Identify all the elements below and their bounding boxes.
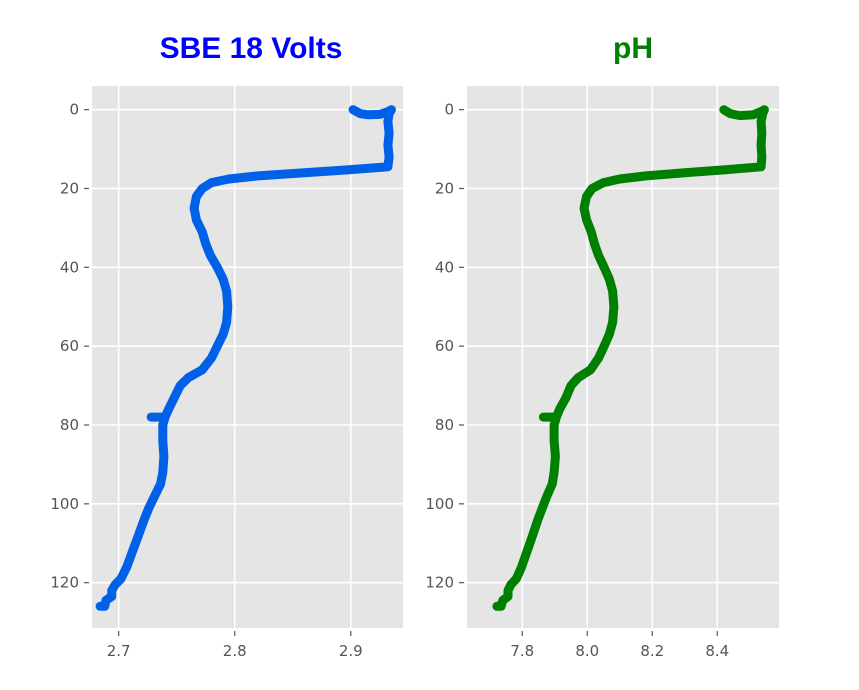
x-axis: 2.7 2.8 2.9 (107, 631, 363, 660)
plot-area (92, 86, 403, 628)
sbe18-volts-chart: SBE 18 Volts 2.7 2.8 2.9 0 20 40 60 80 100 120 (50, 32, 403, 660)
x-tick-label: 8.4 (705, 642, 729, 660)
y-axis: 0 20 40 60 80 100 120 (425, 101, 464, 592)
chart-title: SBE 18 Volts (160, 32, 343, 65)
y-tick-label: 100 (425, 495, 454, 513)
plot-area (467, 86, 779, 628)
x-tick-label: 8.2 (640, 642, 664, 660)
y-tick-label: 40 (435, 258, 454, 276)
chart-title: pH (613, 32, 653, 65)
profile-line (95, 105, 396, 611)
y-tick-label: 60 (60, 337, 79, 355)
y-tick-label: 120 (50, 574, 79, 592)
x-tick-label: 2.9 (339, 642, 363, 660)
x-tick-label: 2.7 (107, 642, 131, 660)
ph-chart: pH 7.8 8.0 8.2 8.4 0 20 40 60 80 100 120 (425, 32, 779, 660)
y-tick-label: 120 (425, 574, 454, 592)
y-tick-label: 80 (435, 416, 454, 434)
y-axis: 0 20 40 60 80 100 120 (50, 101, 89, 592)
x-tick-label: 2.8 (223, 642, 247, 660)
profile-line (492, 105, 769, 611)
x-tick-label: 7.8 (510, 642, 534, 660)
y-tick-label: 60 (435, 337, 454, 355)
y-tick-label: 0 (444, 101, 454, 119)
y-tick-label: 80 (60, 416, 79, 434)
x-axis: 7.8 8.0 8.2 8.4 (510, 631, 729, 660)
y-tick-label: 40 (60, 258, 79, 276)
y-tick-label: 0 (69, 101, 79, 119)
x-tick-label: 8.0 (575, 642, 599, 660)
y-tick-label: 20 (435, 179, 454, 197)
y-tick-label: 20 (60, 179, 79, 197)
y-tick-label: 100 (50, 495, 79, 513)
